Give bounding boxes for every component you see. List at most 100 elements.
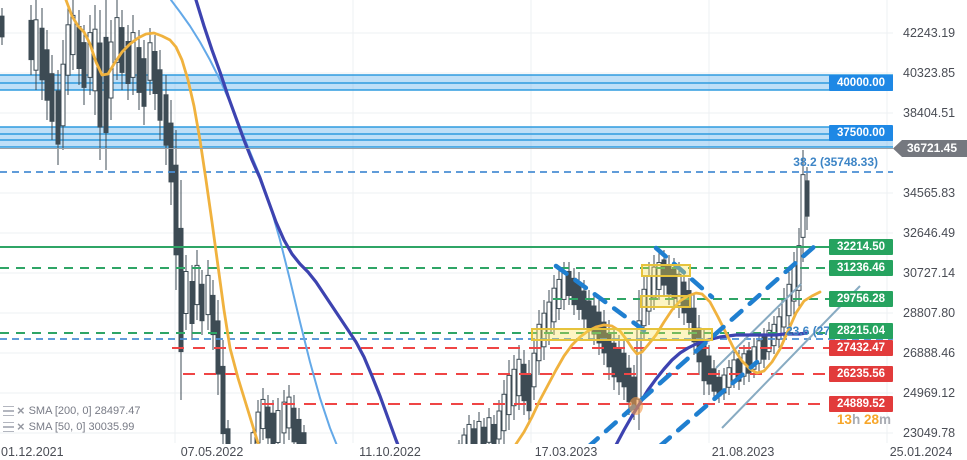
candle-body: [291, 407, 297, 443]
candle-body: [220, 365, 226, 435]
candle-body: [281, 401, 287, 434]
legend-row-sma50[interactable]: × SMA [50, 0] 30035.99: [3, 419, 141, 435]
indicator-settings-icon[interactable]: [3, 422, 14, 432]
y-axis-label: 30727.14: [903, 266, 956, 280]
level-price-label[interactable]: 28215.04: [829, 323, 893, 339]
thin-trendline[interactable]: [721, 285, 861, 429]
date-axis-strip[interactable]: [0, 444, 967, 460]
candle-body: [0, 15, 5, 38]
highlight-box[interactable]: [640, 295, 691, 308]
candle-body: [566, 270, 572, 297]
fib-label-236[interactable]: 23.6 (27: [786, 324, 831, 338]
candle-body: [586, 300, 592, 330]
candle-body: [711, 368, 717, 392]
timer-minutes: 28: [863, 412, 879, 427]
y-axis-label: 34565.83: [903, 186, 956, 200]
candle-countdown-timer: 13h 28m: [837, 412, 891, 427]
zone-price-label[interactable]: 37500.00: [829, 125, 893, 141]
ma-sma200: [194, 0, 407, 460]
candle-body: [506, 374, 512, 416]
candle-body: [76, 26, 82, 69]
candle-body: [39, 27, 45, 81]
candle-body: [168, 122, 174, 183]
candle-body: [44, 49, 50, 101]
level-price-label[interactable]: 24889.52: [829, 396, 893, 412]
candle-body: [511, 368, 517, 407]
legend-label: SMA [50, 0] 30035.99: [28, 421, 135, 433]
zone-price-label[interactable]: 40000.00: [829, 75, 893, 91]
candle-body: [621, 352, 627, 388]
timer-hours: 13: [836, 412, 852, 427]
level-price-label[interactable]: 32214.50: [829, 239, 893, 255]
candle-body: [163, 94, 169, 146]
candle-body: [49, 73, 55, 122]
y-axis-label: 26888.46: [903, 346, 956, 360]
candle-body: [189, 281, 195, 324]
thin-trendline[interactable]: [715, 283, 802, 369]
x-axis-label: 01.12.2021: [1, 445, 64, 459]
candle-body: [791, 265, 797, 302]
y-axis-label: 32646.49: [903, 226, 956, 240]
candle-body: [746, 350, 752, 374]
x-axis-label: 07.05.2022: [180, 445, 244, 459]
indicator-close-icon[interactable]: ×: [17, 419, 25, 434]
highlight-box[interactable]: [531, 328, 713, 341]
candle-body: [199, 283, 205, 322]
dashed-trendline[interactable]: [553, 263, 648, 334]
candle-body: [526, 373, 532, 412]
candle-body: [275, 410, 281, 443]
candle-body: [205, 274, 211, 316]
candle-body: [33, 19, 39, 71]
dashed-trendline[interactable]: [585, 242, 819, 450]
candle-body: [691, 307, 697, 343]
level-price-label[interactable]: 26235.56: [829, 366, 893, 382]
level-price-label[interactable]: 29756.28: [829, 291, 893, 307]
price-zones[interactable]: [0, 74, 893, 148]
candle-body: [103, 36, 109, 134]
candle-body: [141, 58, 147, 107]
candle-body: [157, 69, 163, 121]
entry-marker[interactable]: [629, 397, 643, 415]
candle-body: [706, 355, 712, 385]
candle-body: [531, 352, 537, 388]
candle-body: [87, 32, 93, 78]
candle-body: [701, 343, 707, 382]
candle-body: [183, 271, 189, 314]
fib-label-382[interactable]: 38.2 (35748.33): [793, 155, 878, 169]
dashed-trendline[interactable]: [653, 245, 715, 300]
candle-body: [55, 90, 61, 145]
highlight-box[interactable]: [641, 264, 691, 277]
y-axis-label: 40323.85: [903, 66, 956, 80]
level-price-label[interactable]: 31236.46: [829, 260, 893, 276]
candle-body: [581, 290, 587, 320]
ma-sma50: [64, 0, 266, 460]
y-axis-label: 24969.12: [903, 386, 956, 400]
candle-body: [130, 32, 136, 78]
candle-body: [756, 340, 762, 364]
candle-body: [804, 180, 810, 217]
candle-body: [601, 321, 607, 354]
candle-body: [786, 283, 792, 317]
candle-body: [551, 287, 557, 323]
candle-body: [766, 329, 772, 353]
candle-body: [476, 420, 482, 447]
level-price-label[interactable]: 27432.47: [829, 340, 893, 356]
legend-row-sma200[interactable]: × SMA [200, 0] 28497.47: [3, 403, 141, 419]
candle-body: [800, 174, 806, 238]
dashed-trendline[interactable]: [657, 359, 760, 449]
timer-hours-unit: h: [851, 412, 861, 427]
candle-body: [260, 398, 266, 430]
indicator-close-icon[interactable]: ×: [17, 403, 25, 418]
zone-rect[interactable]: [0, 127, 893, 147]
ma-sma50: [514, 290, 822, 446]
indicator-settings-icon[interactable]: [3, 406, 14, 416]
candle-body: [486, 417, 492, 443]
candle-body: [194, 264, 200, 306]
candle-body: [81, 42, 87, 88]
candle-body: [125, 41, 131, 84]
candles-layer: [0, 0, 810, 460]
candle-body: [136, 47, 142, 93]
x-axis-label: 17.03.2023: [534, 445, 598, 459]
